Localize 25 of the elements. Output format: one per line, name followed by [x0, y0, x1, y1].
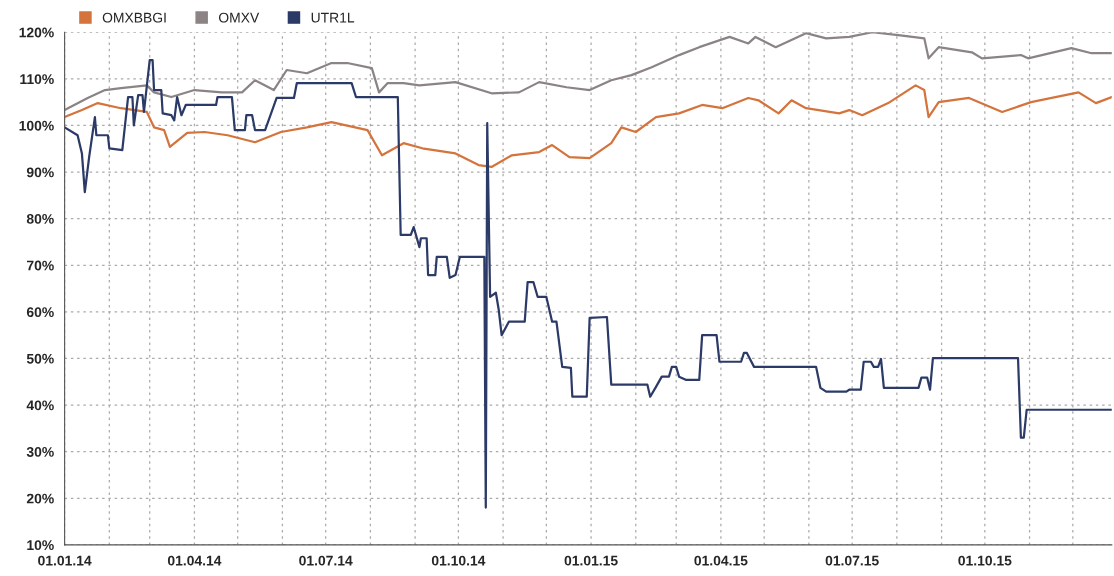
- y-tick-label: 120%: [19, 27, 54, 38]
- line-series: [64, 59, 1112, 509]
- legend-label: OMXV: [218, 12, 260, 23]
- x-tick-label: 01.10.15: [958, 555, 1012, 566]
- y-tick-label: 30%: [26, 447, 54, 457]
- x-tick-label: 01.07.15: [825, 555, 879, 566]
- y-tick-label: 60%: [26, 307, 54, 318]
- line-series: [64, 84, 1112, 169]
- y-tick-label: 50%: [26, 353, 54, 364]
- legend-label: UTR1L: [311, 12, 355, 23]
- x-tick-label: 01.07.14: [299, 555, 353, 566]
- y-tick-label: 10%: [27, 540, 54, 551]
- x-tick-label: 01.01.15: [564, 555, 618, 566]
- y-tick-label: 100%: [19, 120, 54, 131]
- y-tick-label: 90%: [26, 167, 54, 178]
- y-tick-label: 20%: [26, 493, 54, 504]
- y-tick-label: 70%: [26, 260, 54, 271]
- legend-label: OMXBBGI: [102, 12, 166, 23]
- y-tick-label: 110%: [20, 74, 54, 85]
- x-tick-label: 01.04.15: [694, 555, 748, 566]
- x-tick-label: 01.01.14: [38, 555, 92, 566]
- x-tick-label: 01.10.14: [431, 555, 486, 566]
- y-tick-label: 80%: [26, 214, 54, 224]
- x-tick-label: 01.04.14: [167, 555, 222, 566]
- y-tick-label: 40%: [26, 400, 54, 411]
